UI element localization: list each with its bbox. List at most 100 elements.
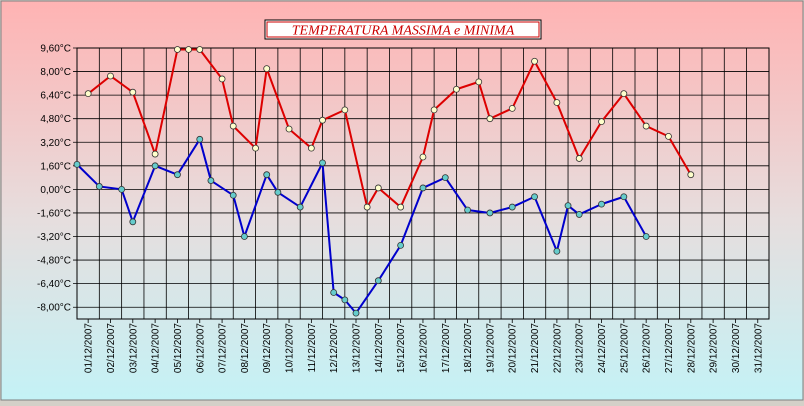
x-tick-label: 21/12/2007 — [530, 323, 541, 373]
x-tick-label: 02/12/2007 — [106, 323, 117, 373]
data-point-1 — [620, 193, 628, 201]
data-point-0 — [419, 153, 427, 161]
data-point-0 — [107, 72, 114, 80]
x-tick-label: 07/12/2007 — [218, 323, 229, 373]
x-tick-label: 24/12/2007 — [597, 323, 608, 373]
data-point-0 — [229, 122, 237, 130]
data-point-1 — [464, 206, 472, 214]
data-point-0 — [84, 90, 92, 98]
data-point-0 — [374, 184, 382, 192]
x-tick-label: 05/12/2007 — [173, 323, 184, 373]
data-point-0 — [129, 88, 137, 96]
data-point-1 — [207, 177, 215, 184]
data-point-1 — [319, 159, 326, 167]
data-point-1 — [296, 203, 304, 211]
y-tick-label: -6,40°C — [37, 279, 71, 290]
x-tick-label: 15/12/2007 — [396, 323, 407, 373]
x-tick-label: 08/12/2007 — [240, 323, 251, 373]
x-tick-label: 22/12/2007 — [552, 323, 563, 373]
x-tick-label: 11/12/2007 — [307, 323, 318, 373]
data-point-1 — [240, 233, 248, 240]
x-tick-label: 17/12/2007 — [441, 323, 452, 373]
y-tick-label: 3,20°C — [40, 138, 71, 149]
x-tick-label: 01/12/2007 — [84, 323, 95, 373]
x-tick-label: 20/12/2007 — [508, 323, 519, 373]
data-point-0 — [575, 155, 583, 162]
data-point-0 — [642, 122, 650, 130]
data-point-1 — [531, 193, 538, 201]
data-point-0 — [151, 150, 159, 158]
x-tick-label: 12/12/2007 — [329, 323, 340, 373]
data-point-0 — [319, 116, 326, 124]
y-tick-label: 1,60°C — [40, 161, 71, 172]
y-tick-label: 9,60°C — [40, 44, 71, 55]
data-point-0 — [363, 203, 371, 211]
chart-title: TEMPERATURA MASSIMA e MINIMA — [292, 24, 515, 39]
data-point-1 — [330, 289, 338, 296]
data-point-1 — [598, 200, 605, 208]
x-tick-label: 18/12/2007 — [463, 323, 474, 373]
data-point-0 — [453, 85, 460, 93]
data-point-0 — [218, 75, 226, 83]
data-point-0 — [196, 46, 204, 53]
data-point-1 — [229, 191, 237, 199]
data-point-1 — [174, 171, 181, 179]
y-tick-label: -1,60°C — [37, 208, 71, 219]
data-point-1 — [129, 218, 137, 226]
y-tick-label: 4,80°C — [40, 114, 71, 125]
data-point-0 — [531, 57, 538, 65]
data-point-0 — [620, 90, 628, 98]
data-point-0 — [174, 46, 181, 53]
x-tick-label: 14/12/2007 — [374, 323, 385, 373]
data-point-0 — [553, 99, 561, 106]
x-tick-label: 27/12/2007 — [664, 323, 675, 373]
data-point-0 — [252, 144, 259, 152]
data-point-1 — [352, 309, 360, 317]
data-point-1 — [118, 185, 126, 193]
x-tick-label: 19/12/2007 — [485, 323, 496, 373]
data-point-0 — [687, 171, 695, 179]
plot-area: 9,60°C 8,00°C 6,40°C 4,80°C 3,20°C 1,60°C 0,00… — [37, 44, 770, 373]
data-point-0 — [397, 203, 405, 211]
y-tick-label: 8,00°C — [40, 67, 71, 78]
data-point-1 — [374, 277, 382, 285]
x-tick-label: 29/12/2007 — [709, 323, 720, 373]
x-tick-label: 10/12/2007 — [285, 323, 296, 373]
data-point-0 — [307, 144, 315, 152]
data-point-0 — [508, 104, 516, 112]
chart-title-box: TEMPERATURA MASSIMA e MINIMA — [264, 19, 542, 40]
data-point-1 — [196, 135, 204, 143]
y-tick-label: 0,00°C — [40, 185, 71, 196]
data-point-1 — [441, 174, 449, 182]
data-point-1 — [151, 162, 159, 170]
x-tick-label: 26/12/2007 — [642, 323, 653, 373]
data-point-0 — [665, 132, 672, 140]
data-point-1 — [397, 241, 405, 249]
data-point-1 — [419, 184, 427, 192]
data-point-1 — [274, 188, 282, 196]
y-tick-label: 6,40°C — [40, 91, 71, 102]
data-point-1 — [73, 160, 81, 168]
x-tick-label: 03/12/2007 — [128, 323, 139, 373]
data-point-0 — [430, 106, 438, 114]
data-point-0 — [285, 125, 293, 133]
x-tick-label: 06/12/2007 — [195, 323, 206, 373]
data-point-1 — [263, 171, 271, 179]
x-tick-label: 16/12/2007 — [418, 323, 429, 373]
y-tick-label: -4,80°C — [37, 256, 71, 267]
x-tick-label: 09/12/2007 — [262, 323, 273, 373]
y-tick-label: -3,20°C — [37, 232, 71, 243]
x-tick-label: 30/12/2007 — [731, 323, 742, 373]
data-point-0 — [185, 46, 193, 53]
data-point-0 — [475, 78, 483, 86]
x-tick-label: 04/12/2007 — [151, 323, 162, 373]
y-tick-label: -8,00°C — [37, 303, 71, 314]
x-tick-label: 25/12/2007 — [619, 323, 630, 373]
data-point-1 — [553, 247, 561, 255]
data-point-1 — [95, 183, 103, 190]
x-tick-label: 31/12/2007 — [753, 323, 764, 373]
x-tick-label: 28/12/2007 — [686, 323, 697, 373]
